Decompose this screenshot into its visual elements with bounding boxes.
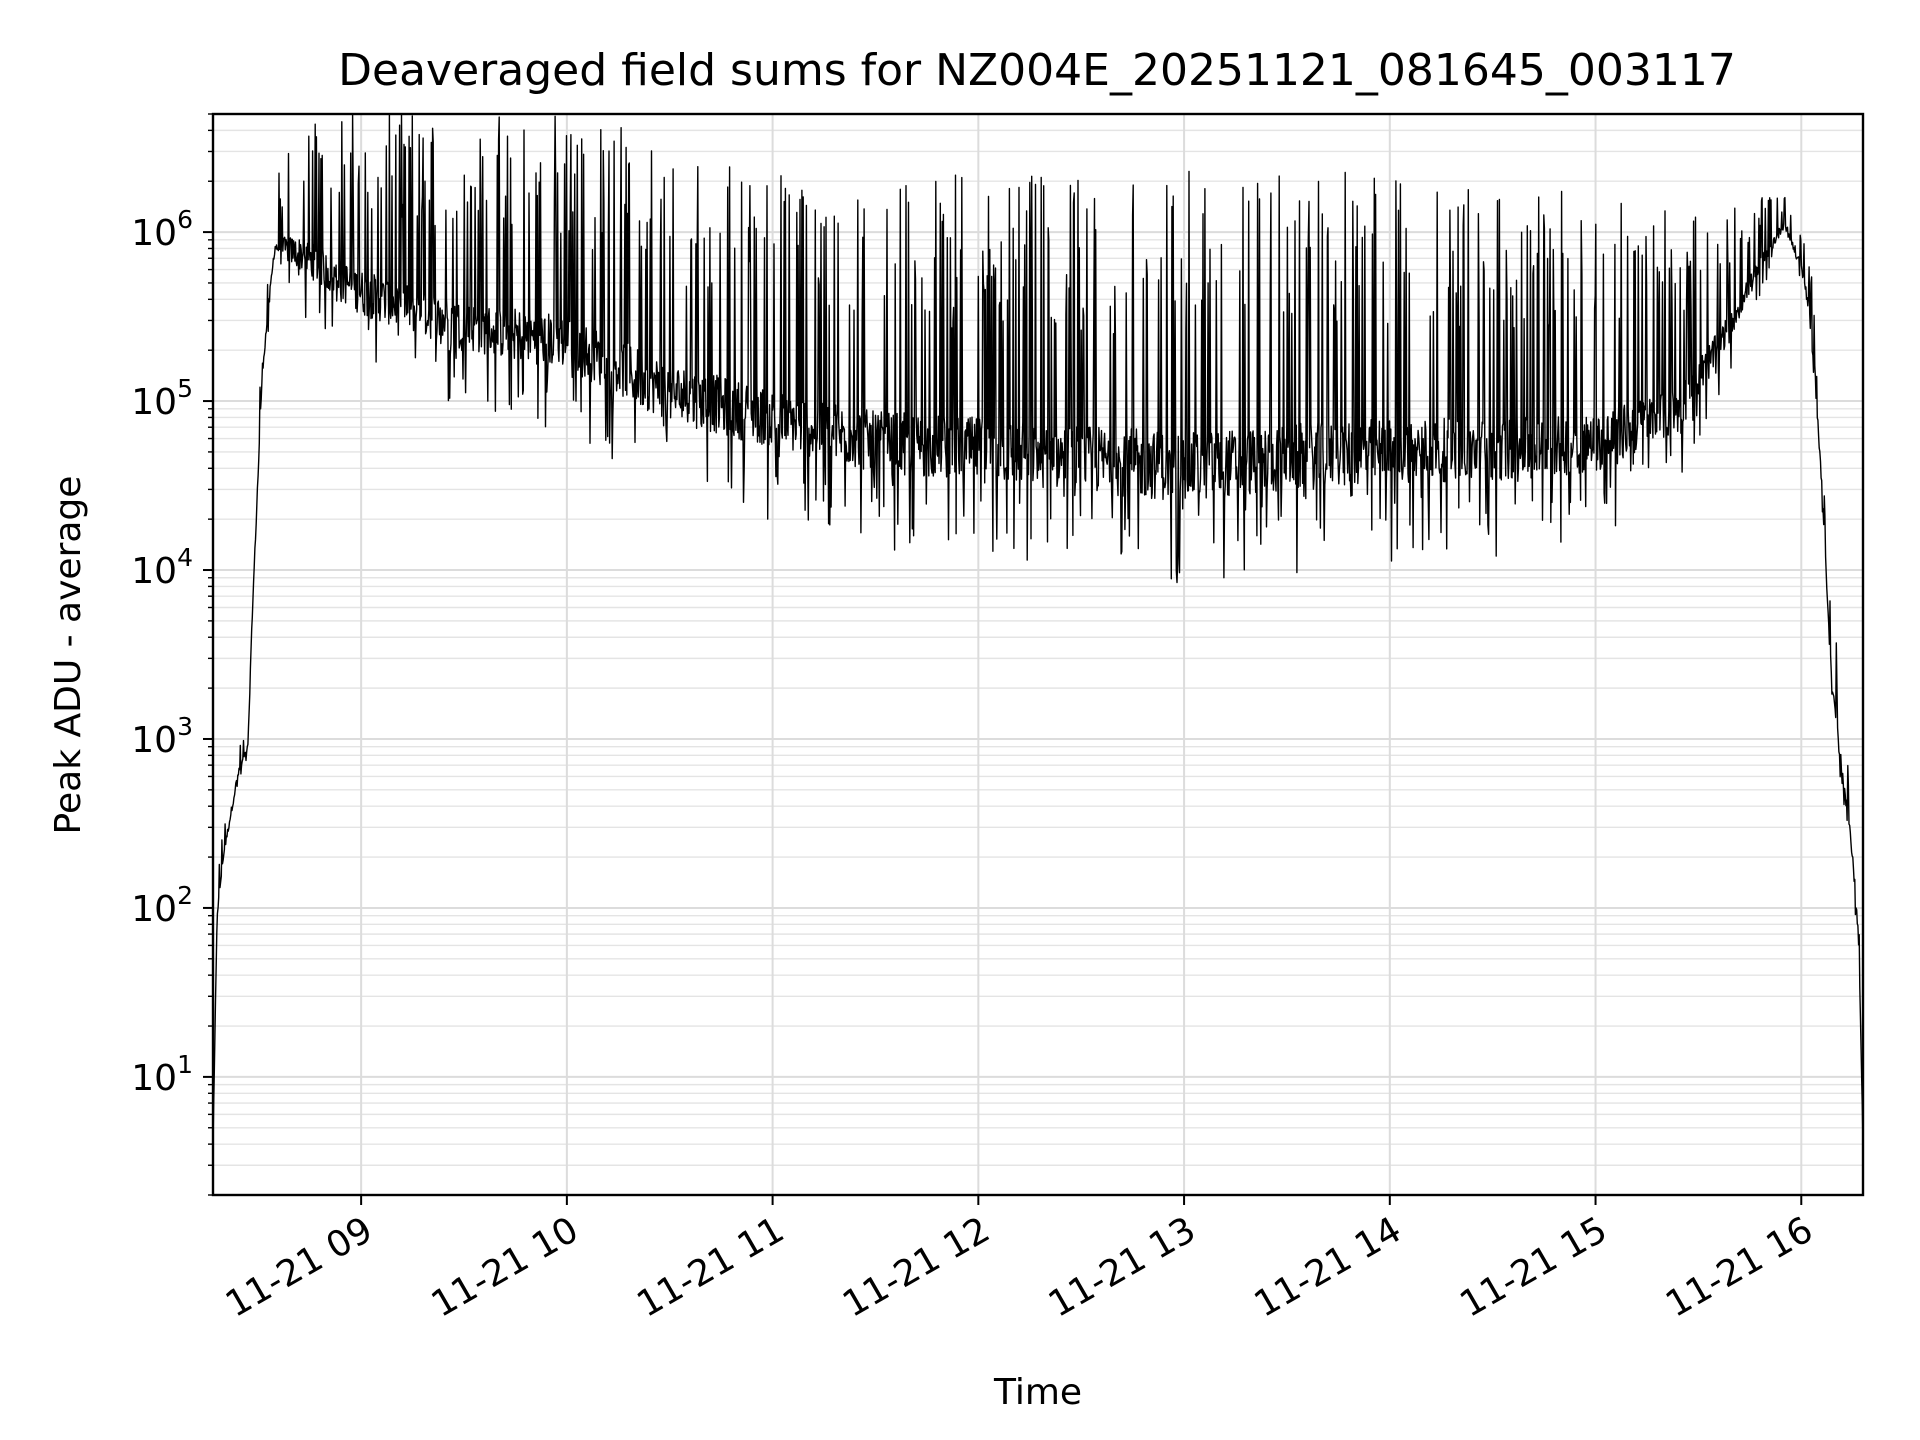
data-layer <box>212 113 1864 1145</box>
y-tick-label: 103 <box>131 712 193 761</box>
plot-frame <box>211 112 1865 1197</box>
y-tick-label: 102 <box>131 881 193 930</box>
y-tick-label: 105 <box>131 374 193 423</box>
chart-title: Deaveraged field sums for NZ004E_2025112… <box>338 45 1736 96</box>
y-tick-label: 104 <box>131 543 193 592</box>
x-axis-label: Time <box>993 1372 1082 1413</box>
y-tick-label: 101 <box>131 1050 193 1099</box>
y-axis-label: Peak ADU - average <box>48 476 89 835</box>
y-tick-label: 106 <box>131 205 193 254</box>
series-line <box>212 113 1864 1145</box>
